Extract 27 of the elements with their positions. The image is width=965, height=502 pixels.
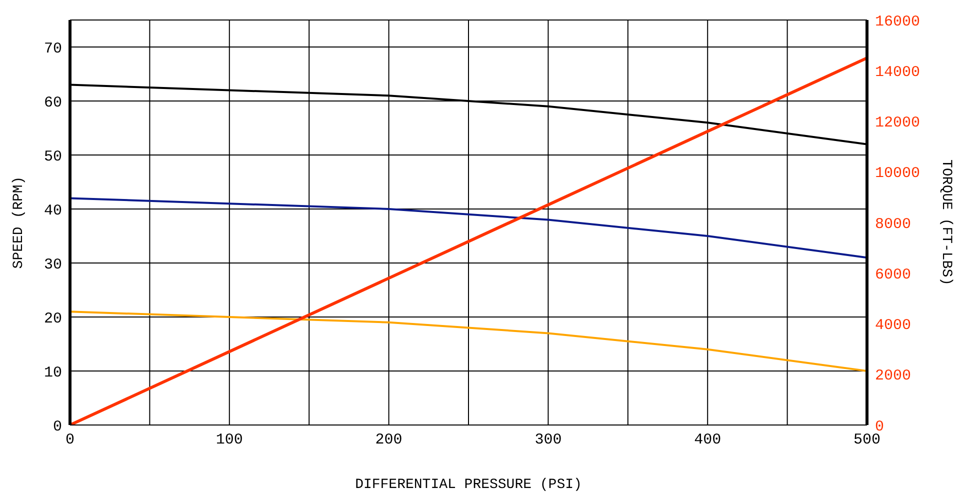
y2-tick-label: 8000 [875, 216, 912, 233]
x-tick-label: 500 [853, 432, 881, 449]
x-tick-label: 0 [65, 432, 75, 449]
y2-tick-label: 14000 [875, 64, 920, 81]
y2-tick-label: 16000 [875, 13, 920, 30]
y2-tick-label: 10000 [875, 165, 920, 182]
y2-tick-label: 2000 [875, 368, 912, 385]
y2-tick-label: 12000 [875, 114, 920, 132]
y-tick-label: 70 [44, 40, 62, 58]
y-tick-label: 60 [44, 94, 62, 112]
line-series [70, 310, 867, 372]
y2-axis-title: TORQUE (FT-LBS) [938, 159, 954, 286]
line-series [70, 197, 867, 259]
y-tick-label: 10 [44, 364, 62, 382]
x-tick-label: 200 [375, 432, 402, 449]
y-tick-label: 50 [44, 148, 62, 166]
y2-tick-label: 6000 [875, 266, 912, 284]
y-tick-label: 0 [52, 418, 62, 436]
x-tick-label: 300 [534, 432, 562, 449]
y2-tick-label: 4000 [875, 317, 912, 334]
y-tick-label: 40 [44, 202, 62, 220]
y-tick-label: 20 [44, 310, 62, 328]
x-tick-label: 100 [216, 432, 243, 449]
x-tick-label: 400 [694, 432, 722, 449]
y-axis-title: SPEED (RPM) [11, 176, 27, 269]
y-tick-label: 30 [44, 256, 62, 274]
x-axis-title: DIFFERENTIAL PRESSURE (PSI) [355, 477, 582, 493]
